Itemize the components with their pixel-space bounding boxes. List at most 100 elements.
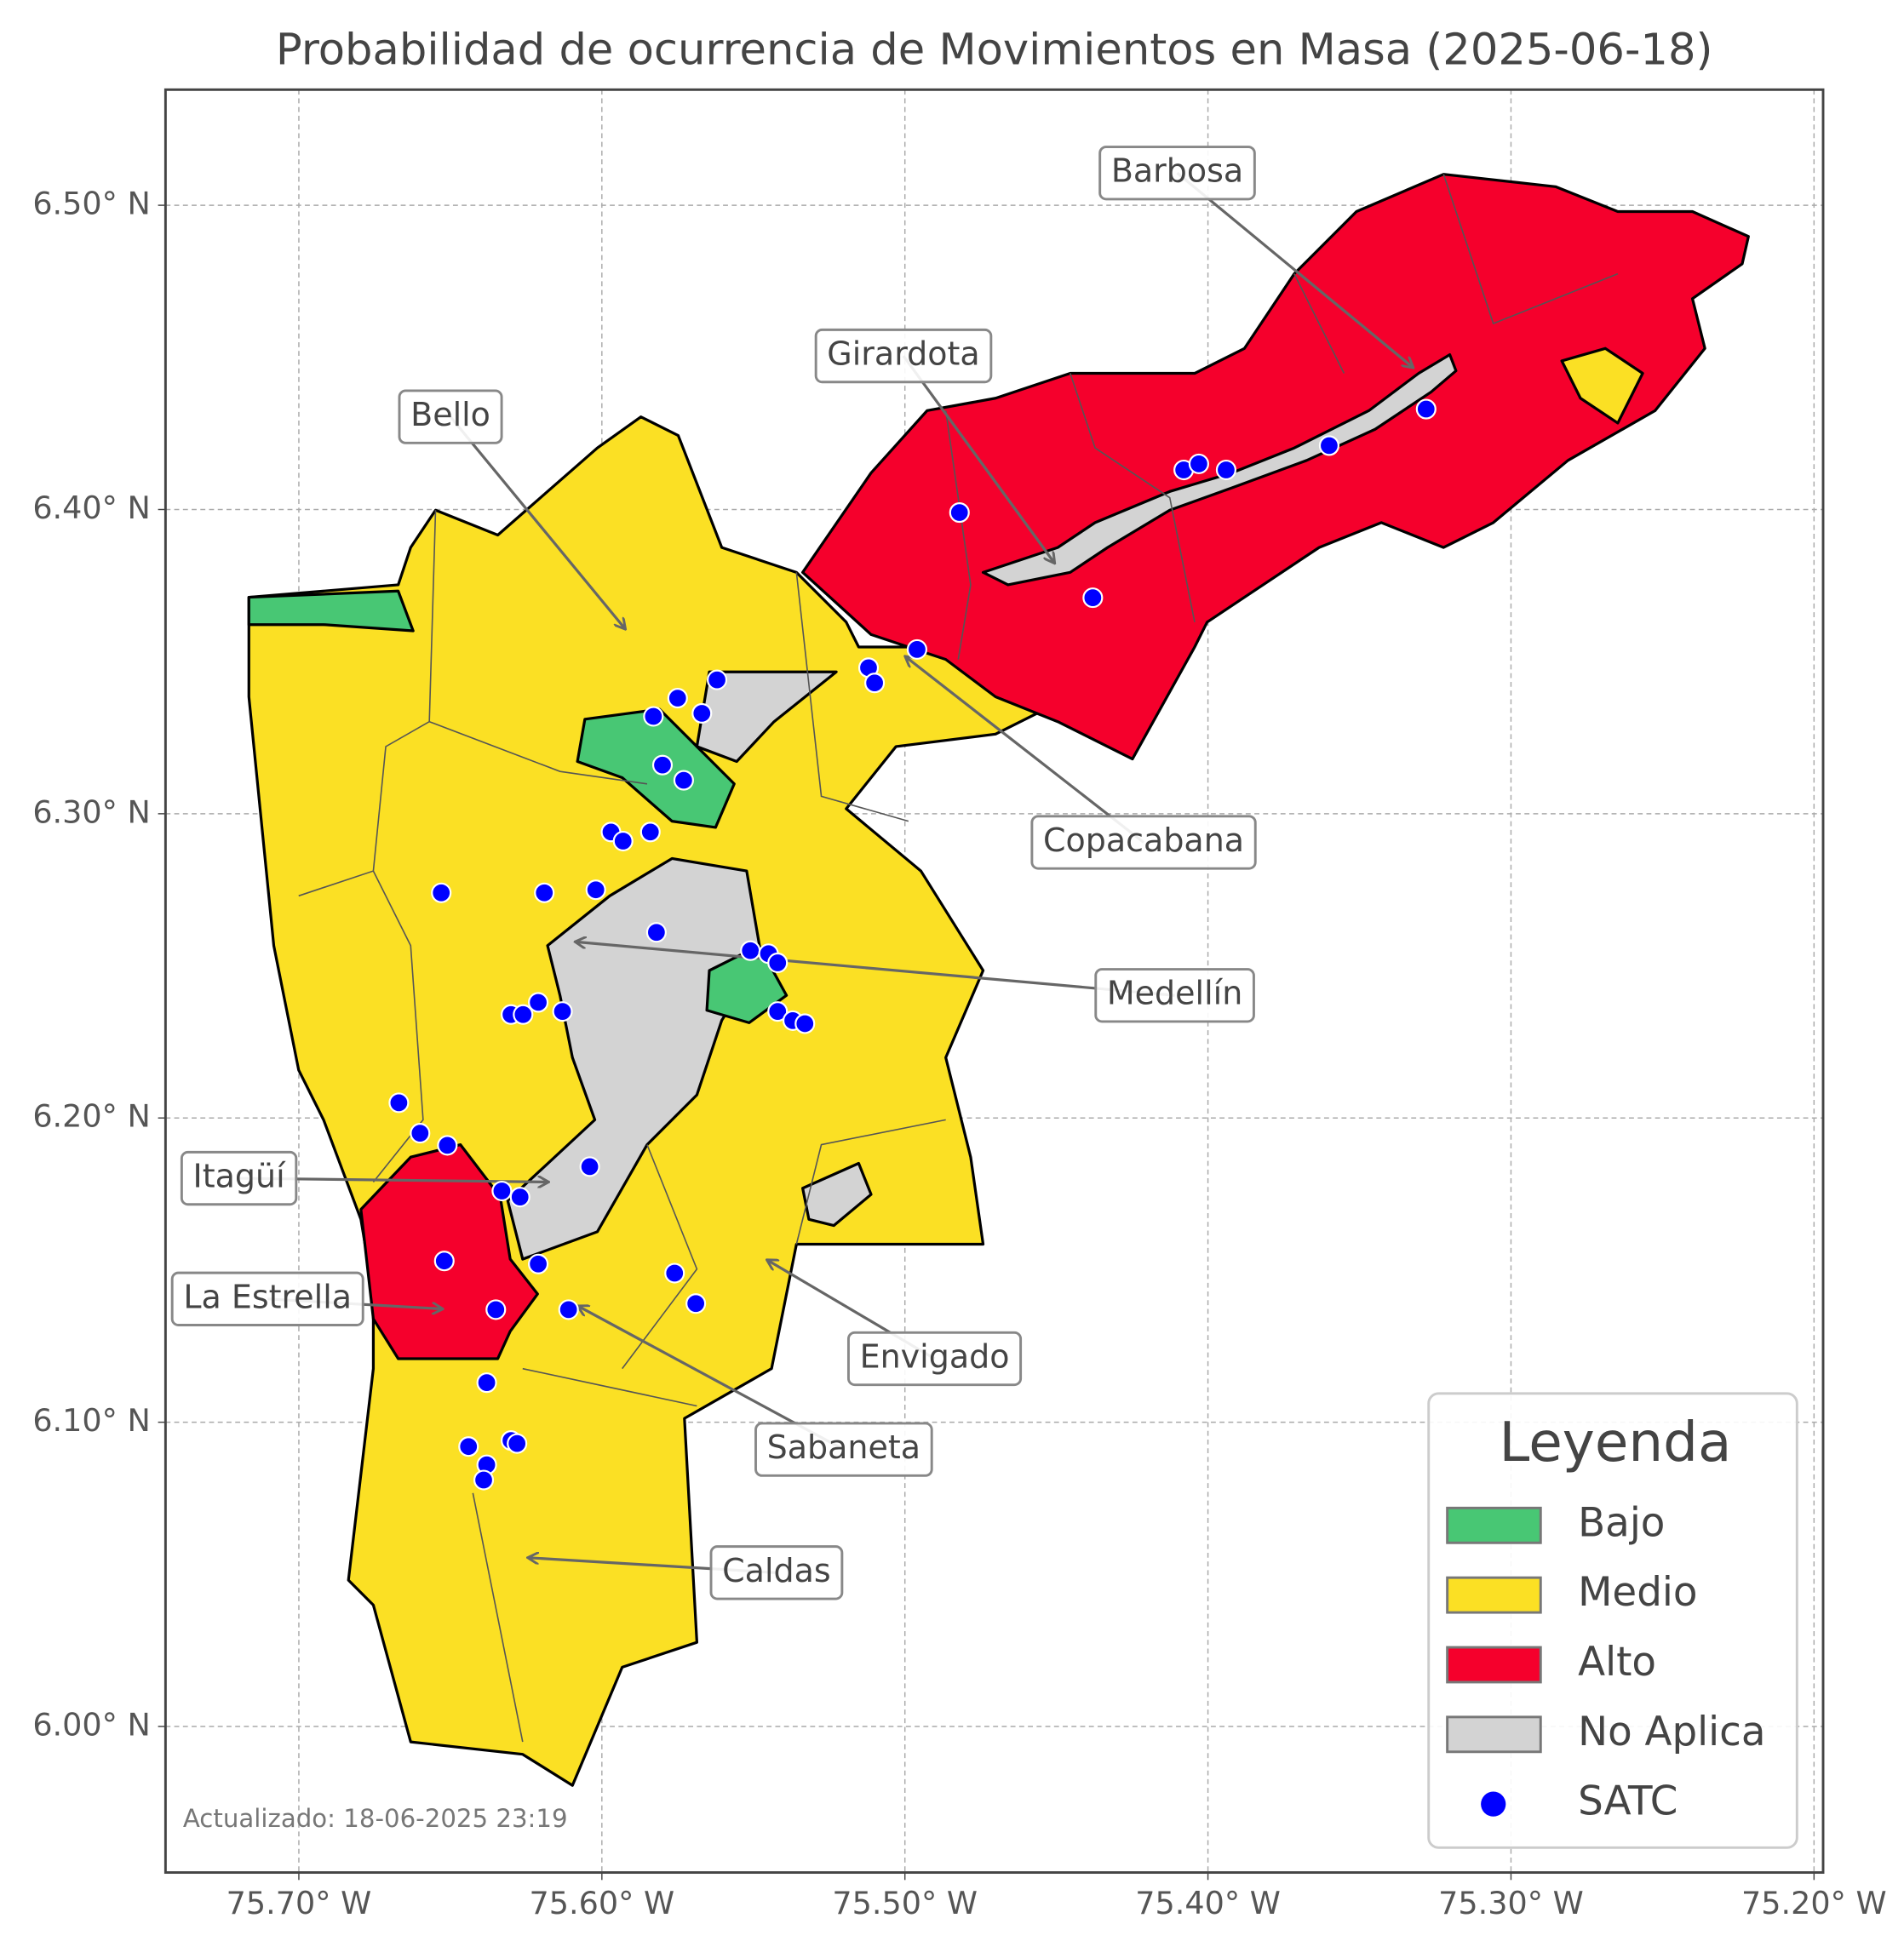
annotation-label: La Estrella	[183, 1278, 352, 1315]
annotation-box	[1030, 815, 1257, 870]
satc-point	[707, 669, 728, 690]
annotation-box	[170, 1271, 364, 1326]
boundary	[298, 174, 1619, 1743]
x-tick-label: 75.30° W	[1438, 1885, 1584, 1921]
satc-point	[1082, 587, 1104, 609]
legend-label: Medio	[1578, 1570, 1697, 1616]
satc-point	[579, 1156, 600, 1177]
satc-point	[767, 952, 789, 974]
axes-frame	[163, 88, 1825, 1875]
legend-patch	[1446, 1715, 1542, 1754]
satc-point	[639, 822, 661, 843]
annotation-arrow	[902, 355, 1054, 563]
legend-title: Leyenda	[1500, 1411, 1732, 1474]
satc-point	[509, 1187, 530, 1208]
x-tick-label: 75.60° W	[530, 1885, 675, 1921]
satc-point	[906, 638, 927, 660]
satc-point	[643, 706, 664, 727]
satc-point	[437, 1135, 458, 1156]
legend-label: No Aplica	[1578, 1709, 1765, 1755]
annotations: Barbosa Girardota Bello Copacabana Medellín I…	[170, 146, 1413, 1600]
satc-point	[667, 688, 688, 709]
annotation-arrow	[576, 942, 1175, 997]
legend: Leyenda Bajo Medio Alto No Aplica SATC	[1427, 1392, 1798, 1849]
satc-point	[1415, 398, 1437, 420]
legend-label: Bajo	[1578, 1500, 1665, 1546]
annotation-label: Bello	[410, 396, 490, 433]
satc-point	[558, 1299, 579, 1320]
legend-marker	[1481, 1791, 1506, 1817]
satc-point	[1318, 435, 1339, 456]
legend-label: Alto	[1578, 1640, 1656, 1686]
legend-patch	[1446, 1576, 1542, 1614]
satc-point	[410, 1123, 431, 1144]
satc-point	[864, 673, 886, 694]
annotation-label: Medellín	[1107, 975, 1242, 1012]
satc-point	[685, 1293, 707, 1314]
satc-point	[528, 1253, 549, 1274]
x-tick-label: 75.40° W	[1135, 1885, 1281, 1921]
annotation-arrow	[449, 415, 625, 628]
satc-points	[388, 398, 1437, 1491]
x-tick-label: 75.50° W	[832, 1885, 978, 1921]
satc-point	[1188, 453, 1209, 474]
y-tick-label: 6.10° N	[32, 1402, 150, 1439]
annotation-box	[709, 1545, 844, 1600]
satc-point	[767, 1001, 789, 1022]
satc-point	[1215, 459, 1236, 481]
annotation-box	[1098, 146, 1256, 201]
satc-point	[740, 940, 761, 961]
satc-point	[485, 1299, 507, 1320]
region-no-aplica	[981, 352, 1458, 587]
satc-point	[491, 1180, 513, 1202]
annotation-arrow	[906, 657, 1145, 844]
regions	[247, 173, 1750, 1787]
legend-patch	[1446, 1506, 1542, 1544]
legend-patch	[1446, 1646, 1542, 1684]
x-tick-label: 75.20° W	[1741, 1885, 1887, 1921]
annotation-label: Itagüí	[193, 1158, 287, 1195]
satc-point	[673, 770, 694, 791]
annotation-label: Envigado	[860, 1337, 1010, 1375]
satc-point	[612, 830, 634, 852]
y-tick-label: 6.40° N	[32, 490, 150, 526]
satc-point	[664, 1263, 685, 1284]
annotation-label: Girardota	[827, 335, 979, 373]
annotation-box	[846, 1331, 1023, 1387]
region-bajo	[247, 589, 415, 633]
region-no-aplica	[801, 1161, 873, 1228]
satc-point	[528, 992, 549, 1013]
legend-label: SATC	[1578, 1779, 1677, 1825]
annotation-label: Sabaneta	[767, 1429, 920, 1466]
satc-point	[458, 1436, 479, 1457]
satc-point	[507, 1433, 528, 1454]
satc-point	[433, 1251, 455, 1272]
satc-point	[513, 1004, 534, 1025]
satc-point	[645, 922, 667, 943]
satc-point	[534, 882, 555, 903]
annotation-arrow	[1176, 171, 1413, 367]
y-tick-label: 6.00° N	[32, 1707, 150, 1743]
x-tick-label: 75.70° W	[227, 1885, 372, 1921]
annotation-box	[180, 1150, 298, 1206]
annotation-box	[814, 328, 993, 384]
satc-point	[431, 882, 452, 903]
satc-point	[388, 1092, 410, 1114]
satc-point	[949, 502, 970, 524]
title: Probabilidad de ocurrencia de Movimiento…	[276, 25, 1713, 75]
satc-point	[794, 1013, 816, 1034]
satc-point	[473, 1469, 495, 1491]
satc-point	[691, 702, 713, 724]
satc-point	[651, 754, 674, 776]
annotation-box	[1094, 968, 1255, 1023]
region-no-aplica	[695, 670, 838, 764]
annotation-box	[398, 389, 503, 444]
region-medio	[1560, 346, 1644, 425]
satc-point	[552, 1001, 573, 1022]
y-tick-label: 6.50° N	[32, 186, 150, 222]
satc-point	[585, 879, 606, 901]
annotation-box	[754, 1422, 933, 1477]
annotation-label: Copacabana	[1043, 822, 1244, 859]
footnote: Actualizado: 18-06-2025 23:19	[183, 1804, 568, 1833]
